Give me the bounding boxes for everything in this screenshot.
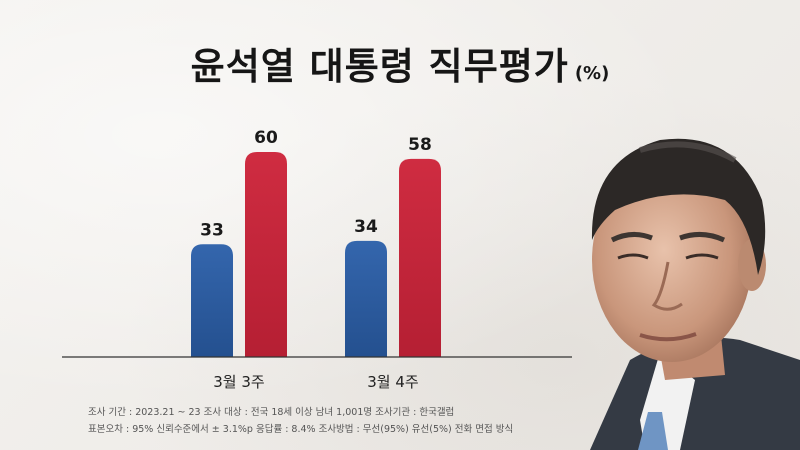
data-label-blue-2: 34 [354, 217, 378, 237]
data-label-blue-1: 33 [200, 220, 224, 240]
bar-blue-1 [191, 244, 233, 357]
unit-label: (%) [574, 63, 610, 84]
bar-red-2 [399, 158, 441, 357]
footnote-line-2: 표본오차 : 95% 신뢰수준에서 ± 3.1%p 응답률 : 8.4% 조사방… [88, 424, 514, 435]
chart-title: 윤석열 대통령 직무평가 [190, 45, 569, 88]
data-label-red-1: 60 [254, 128, 278, 148]
bar-red-1 [245, 152, 287, 357]
footnote-line-1: 조사 기간 : 2023.21 ~ 23 조사 대상 : 전국 18세 이상 남… [88, 407, 455, 418]
category-label-2: 3월 4주 [367, 373, 418, 391]
title-block: 윤석열 대통령 직무평가 (%) [0, 36, 800, 90]
data-label-red-2: 58 [408, 135, 432, 155]
category-label-1: 3월 3주 [213, 373, 264, 391]
portrait-photo [590, 138, 800, 450]
bar-blue-2 [345, 240, 387, 357]
